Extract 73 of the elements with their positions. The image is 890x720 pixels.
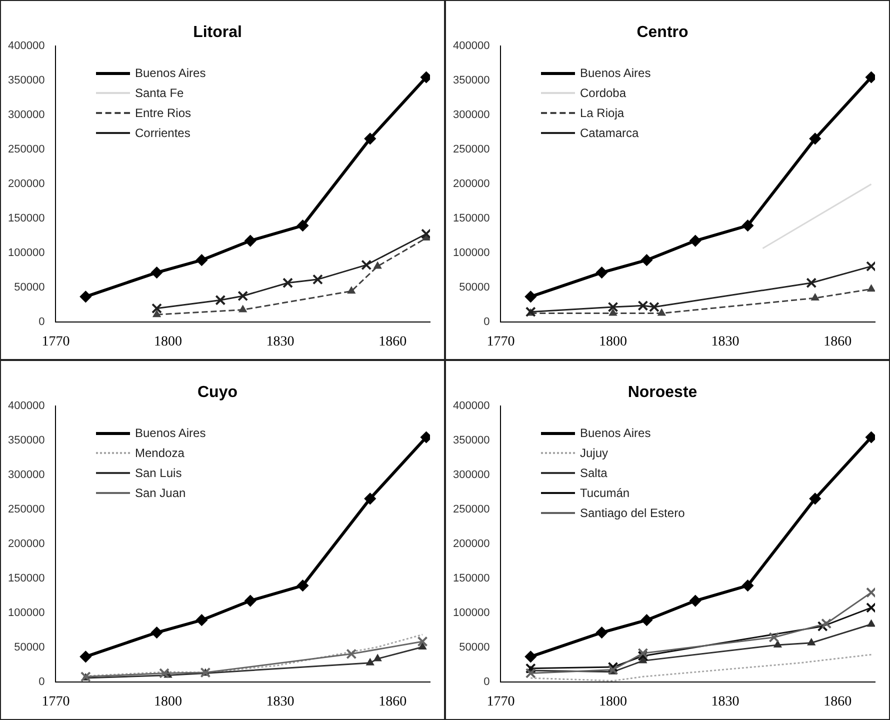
y-tick-label: 100000 (8, 247, 45, 260)
x-tick-label: 1770 (42, 694, 70, 710)
chart-title: Cuyo (198, 384, 238, 402)
chart-title: Centro (636, 24, 688, 42)
x-tick-label: 1830 (266, 334, 294, 350)
y-tick-label: 350000 (8, 74, 45, 87)
y-tick-label: 0 (38, 316, 45, 328)
legend-label: San Luis (135, 466, 182, 480)
legend-label: Jujuy (580, 446, 608, 460)
x-tick-label: 1830 (711, 334, 740, 350)
legend-label: Corrientes (135, 126, 190, 140)
x-tick-label: 1800 (154, 694, 182, 710)
y-tick-label: 100000 (452, 247, 490, 260)
x-tick-label: 1860 (378, 334, 407, 350)
x-tick-label: 1800 (598, 694, 627, 710)
y-tick-label: 300000 (452, 469, 490, 482)
legend-label: Buenos Aires (580, 426, 651, 440)
y-tick-label: 200000 (452, 178, 490, 190)
y-tick-label: 250000 (452, 504, 490, 516)
y-tick-label: 50000 (459, 282, 490, 294)
legend-label: Buenos Aires (580, 66, 651, 80)
x-tick-label: 1830 (266, 694, 294, 710)
y-tick-label: 400000 (8, 40, 45, 52)
y-tick-label: 100000 (452, 607, 490, 620)
y-tick-label: 200000 (8, 538, 45, 550)
x-tick-label: 1860 (378, 694, 407, 710)
y-tick-label: 0 (484, 316, 490, 328)
legend-label: Buenos Aires (135, 66, 206, 80)
x-tick-label: 1800 (598, 334, 627, 350)
y-tick-label: 300000 (8, 109, 45, 122)
legend-label: Cordoba (580, 86, 626, 100)
chart-title: Noroeste (628, 384, 698, 402)
x-tick-label: 1800 (154, 334, 182, 350)
x-tick-label: 1770 (42, 334, 70, 350)
y-tick-label: 50000 (459, 642, 490, 654)
x-tick-label: 1860 (824, 334, 852, 350)
y-tick-label: 300000 (8, 469, 45, 482)
chart-title: Litoral (193, 24, 242, 42)
y-tick-label: 150000 (8, 212, 45, 225)
legend-label: Entre Rios (135, 106, 192, 120)
y-tick-label: 300000 (452, 109, 490, 122)
y-tick-label: 50000 (14, 642, 45, 654)
y-tick-label: 100000 (8, 607, 45, 620)
y-tick-label: 150000 (452, 572, 490, 585)
y-tick-label: 350000 (452, 74, 490, 87)
legend-label: Buenos Aires (135, 426, 206, 440)
x-tick-label: 1770 (486, 694, 515, 710)
y-tick-label: 250000 (452, 144, 490, 156)
y-tick-label: 0 (38, 676, 45, 688)
y-tick-label: 250000 (8, 504, 45, 516)
x-tick-label: 1860 (824, 694, 852, 710)
y-tick-label: 350000 (8, 434, 45, 447)
legend-label: Tucumán (580, 486, 630, 500)
y-tick-label: 400000 (8, 400, 45, 412)
legend-label: Santa Fe (135, 86, 184, 100)
y-tick-label: 150000 (8, 572, 45, 585)
legend-label: Salta (580, 466, 608, 480)
y-tick-label: 150000 (452, 212, 490, 225)
y-tick-label: 400000 (452, 400, 490, 412)
legend-label: Catamarca (580, 126, 639, 140)
y-tick-label: 400000 (452, 40, 490, 52)
y-tick-label: 200000 (452, 538, 490, 550)
legend-label: La Rioja (580, 106, 624, 120)
x-tick-label: 1830 (711, 694, 740, 710)
legend-label: Santiago del Estero (580, 506, 685, 520)
y-tick-label: 250000 (8, 144, 45, 156)
x-tick-label: 1770 (486, 334, 515, 350)
y-tick-label: 50000 (14, 282, 45, 294)
y-tick-label: 0 (484, 676, 490, 688)
y-tick-label: 350000 (452, 434, 490, 447)
legend-label: Mendoza (135, 446, 184, 460)
legend-label: San Juan (135, 486, 186, 500)
y-tick-label: 200000 (8, 178, 45, 190)
